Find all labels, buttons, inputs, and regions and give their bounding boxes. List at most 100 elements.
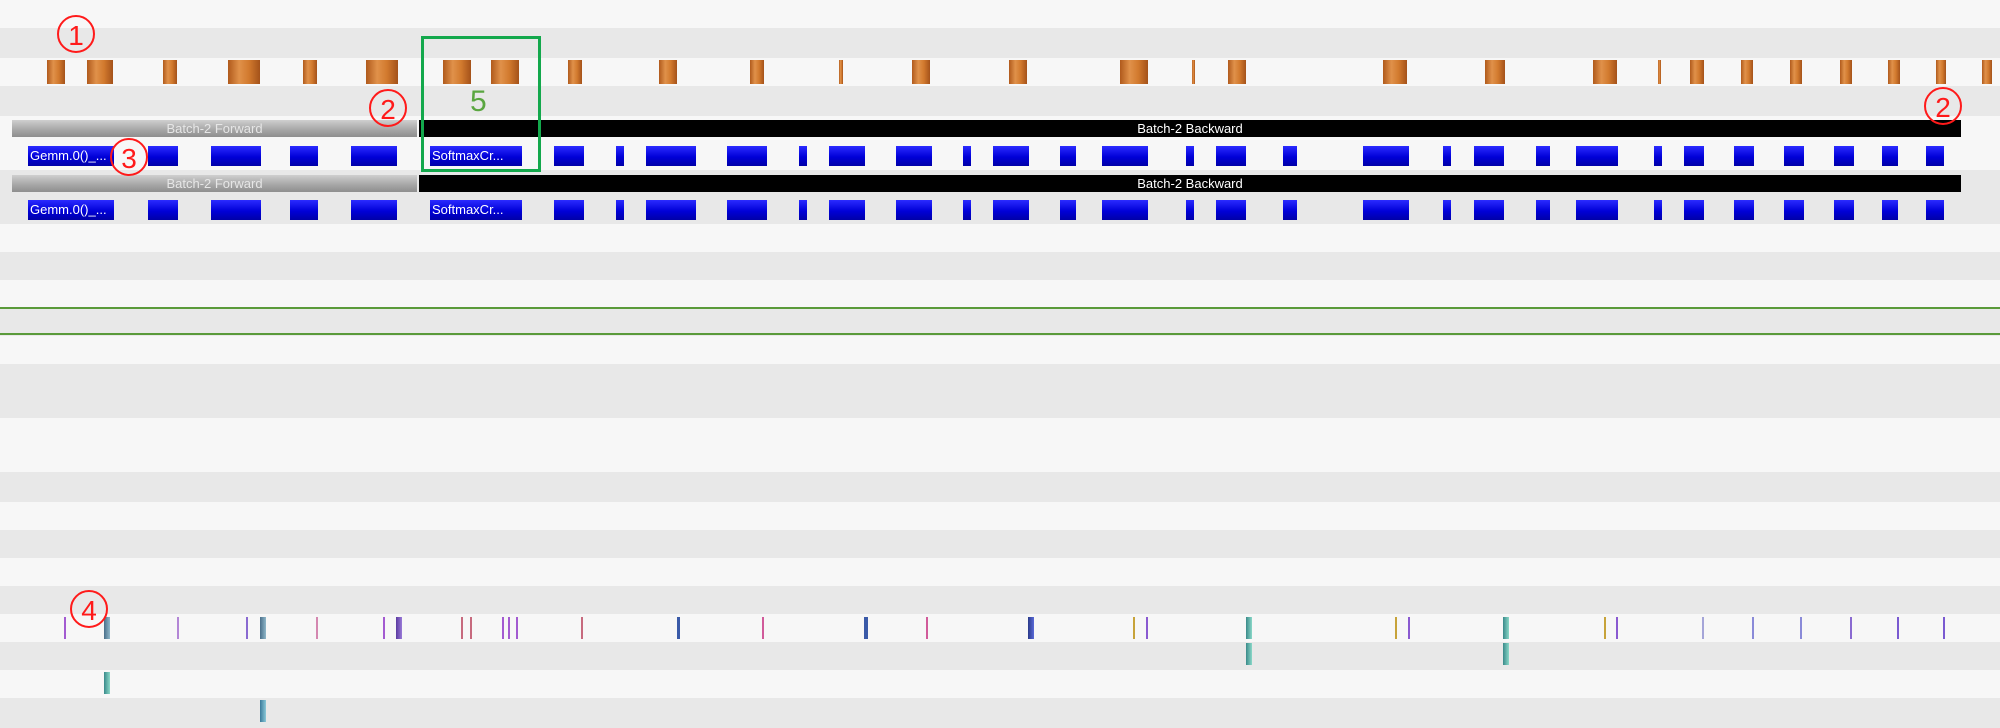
event-marker[interactable] bbox=[1503, 643, 1509, 665]
gpu-kernel[interactable] bbox=[727, 200, 767, 220]
gpu-kernel[interactable] bbox=[799, 146, 807, 166]
gemm-kernel[interactable]: Gemm.0()_... bbox=[28, 146, 114, 166]
gpu-kernel[interactable] bbox=[1882, 200, 1898, 220]
event-marker[interactable] bbox=[762, 617, 764, 639]
gpu-kernel[interactable] bbox=[1060, 146, 1076, 166]
gpu-kernel[interactable] bbox=[1363, 146, 1409, 166]
gpu-kernel[interactable] bbox=[1283, 146, 1297, 166]
event-marker[interactable] bbox=[1943, 617, 1945, 639]
gpu-kernel[interactable] bbox=[616, 146, 624, 166]
gpu-kernel[interactable] bbox=[211, 146, 261, 166]
event-marker[interactable] bbox=[260, 700, 266, 722]
gpu-kernel[interactable] bbox=[829, 200, 865, 220]
selection-boundary-line[interactable] bbox=[0, 307, 2000, 309]
gpu-kernel[interactable] bbox=[290, 146, 318, 166]
cpu-event[interactable] bbox=[366, 60, 398, 84]
gpu-kernel[interactable] bbox=[1654, 146, 1662, 166]
gpu-kernel[interactable] bbox=[290, 200, 318, 220]
event-marker[interactable] bbox=[502, 617, 504, 639]
gpu-kernel[interactable] bbox=[1926, 200, 1944, 220]
cpu-event[interactable] bbox=[1009, 60, 1027, 84]
forward-phase-bar[interactable]: Batch-2 Forward bbox=[12, 120, 417, 137]
gemm-kernel[interactable]: Gemm.0()_... bbox=[28, 200, 114, 220]
cpu-event[interactable] bbox=[443, 60, 471, 84]
event-marker[interactable] bbox=[1146, 617, 1148, 639]
event-marker[interactable] bbox=[1246, 643, 1252, 665]
gpu-kernel[interactable] bbox=[1216, 146, 1246, 166]
event-marker[interactable] bbox=[396, 617, 402, 639]
event-marker[interactable] bbox=[246, 617, 248, 639]
event-marker[interactable] bbox=[926, 617, 928, 639]
gpu-kernel[interactable] bbox=[1536, 200, 1550, 220]
gpu-kernel[interactable] bbox=[148, 146, 178, 166]
event-marker[interactable] bbox=[1133, 617, 1135, 639]
cpu-event[interactable] bbox=[1593, 60, 1617, 84]
gpu-kernel[interactable] bbox=[1216, 200, 1246, 220]
forward-phase-bar[interactable]: Batch-2 Forward bbox=[12, 175, 417, 192]
softmax-kernel[interactable]: SoftmaxCr... bbox=[430, 146, 522, 166]
event-marker[interactable] bbox=[64, 617, 66, 639]
backward-phase-bar[interactable]: Batch-2 Backward bbox=[419, 175, 1961, 192]
cpu-event[interactable] bbox=[1228, 60, 1246, 84]
event-marker[interactable] bbox=[516, 617, 518, 639]
gpu-kernel[interactable] bbox=[211, 200, 261, 220]
cpu-event[interactable] bbox=[1840, 60, 1852, 84]
gpu-kernel[interactable] bbox=[1283, 200, 1297, 220]
gpu-kernel[interactable] bbox=[1734, 200, 1754, 220]
cpu-event[interactable] bbox=[912, 60, 930, 84]
event-marker[interactable] bbox=[104, 617, 110, 639]
gpu-kernel[interactable] bbox=[554, 200, 584, 220]
gpu-kernel[interactable] bbox=[1536, 146, 1550, 166]
event-marker[interactable] bbox=[864, 617, 868, 639]
gpu-kernel[interactable] bbox=[1684, 200, 1704, 220]
gpu-kernel[interactable] bbox=[148, 200, 178, 220]
event-marker[interactable] bbox=[1616, 617, 1618, 639]
event-marker[interactable] bbox=[1395, 617, 1397, 639]
backward-phase-bar[interactable]: Batch-2 Backward bbox=[419, 120, 1961, 137]
gpu-kernel[interactable] bbox=[1654, 200, 1662, 220]
event-marker[interactable] bbox=[1246, 617, 1252, 639]
event-marker[interactable] bbox=[1702, 617, 1704, 639]
gpu-kernel[interactable] bbox=[1576, 146, 1618, 166]
event-marker[interactable] bbox=[1503, 617, 1509, 639]
gpu-kernel[interactable] bbox=[963, 200, 971, 220]
event-marker[interactable] bbox=[1800, 617, 1802, 639]
event-marker[interactable] bbox=[260, 617, 266, 639]
gpu-kernel[interactable] bbox=[896, 146, 932, 166]
gpu-kernel[interactable] bbox=[1443, 146, 1451, 166]
gpu-kernel[interactable] bbox=[1060, 200, 1076, 220]
gpu-kernel[interactable] bbox=[1684, 146, 1704, 166]
gpu-kernel[interactable] bbox=[646, 200, 696, 220]
gpu-kernel[interactable] bbox=[1834, 200, 1854, 220]
event-marker[interactable] bbox=[1752, 617, 1754, 639]
event-marker[interactable] bbox=[508, 617, 510, 639]
event-marker[interactable] bbox=[383, 617, 385, 639]
gpu-kernel[interactable] bbox=[1443, 200, 1451, 220]
cpu-event[interactable] bbox=[750, 60, 764, 84]
gpu-kernel[interactable] bbox=[1102, 200, 1148, 220]
gpu-kernel[interactable] bbox=[993, 146, 1029, 166]
gpu-kernel[interactable] bbox=[1734, 146, 1754, 166]
event-marker[interactable] bbox=[677, 617, 680, 639]
gpu-kernel[interactable] bbox=[727, 146, 767, 166]
cpu-event[interactable] bbox=[839, 60, 843, 84]
gpu-kernel[interactable] bbox=[896, 200, 932, 220]
gpu-kernel[interactable] bbox=[646, 146, 696, 166]
gpu-kernel[interactable] bbox=[616, 200, 624, 220]
gpu-kernel[interactable] bbox=[1102, 146, 1148, 166]
event-marker[interactable] bbox=[1408, 617, 1410, 639]
gpu-kernel[interactable] bbox=[963, 146, 971, 166]
event-marker[interactable] bbox=[1028, 617, 1034, 639]
cpu-event[interactable] bbox=[47, 60, 65, 84]
cpu-event[interactable] bbox=[1741, 60, 1753, 84]
cpu-event[interactable] bbox=[87, 60, 113, 84]
gpu-kernel[interactable] bbox=[1784, 146, 1804, 166]
cpu-event[interactable] bbox=[1658, 60, 1661, 84]
event-marker[interactable] bbox=[1897, 617, 1899, 639]
event-marker[interactable] bbox=[581, 617, 583, 639]
event-marker[interactable] bbox=[1850, 617, 1852, 639]
cpu-event[interactable] bbox=[1383, 60, 1407, 84]
gpu-kernel[interactable] bbox=[554, 146, 584, 166]
gpu-kernel[interactable] bbox=[351, 200, 397, 220]
cpu-event[interactable] bbox=[659, 60, 677, 84]
